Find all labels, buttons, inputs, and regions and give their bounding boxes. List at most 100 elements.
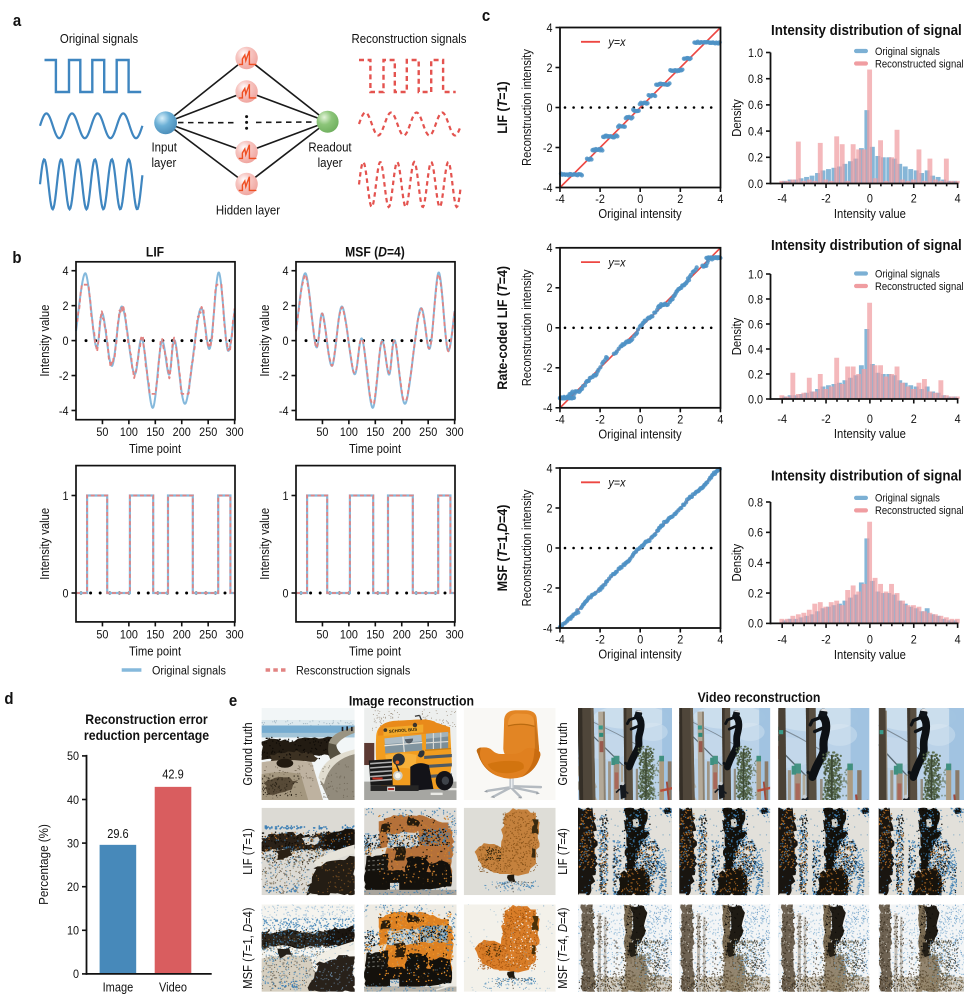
svg-text:0.0: 0.0 (748, 618, 763, 631)
svg-text:-4: -4 (777, 193, 787, 206)
svg-text:a: a (13, 12, 21, 30)
svg-text:42.9: 42.9 (162, 768, 183, 782)
svg-text:Intensity value: Intensity value (834, 647, 906, 662)
svg-text:0.4: 0.4 (748, 344, 764, 357)
svg-text:0.2: 0.2 (748, 588, 763, 601)
svg-text:0: 0 (62, 588, 68, 601)
svg-text:Intensity distribution of sign: Intensity distribution of signal (771, 22, 962, 39)
svg-text:-4: -4 (555, 634, 565, 647)
svg-text:200: 200 (173, 629, 191, 642)
svg-text:-2: -2 (543, 142, 553, 155)
svg-text:0: 0 (546, 102, 552, 115)
svg-text:Ground truth: Ground truth (555, 722, 570, 785)
svg-text:Intensity value: Intensity value (834, 426, 906, 441)
svg-text:0.4: 0.4 (748, 126, 764, 139)
svg-text:200: 200 (393, 426, 411, 439)
svg-text:-4: -4 (543, 182, 553, 195)
svg-text:Density: Density (729, 544, 744, 582)
svg-text:MSF (T=4, D=4): MSF (T=4, D=4) (555, 907, 570, 988)
svg-text:Hidden layer: Hidden layer (216, 203, 280, 218)
svg-text:150: 150 (146, 426, 164, 439)
svg-text:Reconstruction signals: Reconstruction signals (351, 31, 466, 46)
svg-text:-2: -2 (595, 193, 605, 206)
svg-text:0.6: 0.6 (748, 100, 763, 113)
svg-text:Reconstructed signals: Reconstructed signals (875, 59, 964, 71)
svg-text:300: 300 (446, 426, 464, 439)
svg-text:Density: Density (729, 318, 744, 356)
svg-text:150: 150 (146, 629, 164, 642)
svg-text:MSF (D=4): MSF (D=4) (345, 244, 405, 260)
svg-text:4: 4 (717, 634, 724, 647)
svg-text:1: 1 (282, 490, 288, 503)
svg-text:Intensity distribution of sign: Intensity distribution of signal (771, 237, 962, 254)
svg-text:100: 100 (120, 629, 138, 642)
svg-text:layer: layer (318, 155, 343, 170)
svg-text:b: b (12, 249, 21, 267)
svg-text:0.0: 0.0 (748, 394, 763, 407)
svg-text:300: 300 (226, 629, 244, 642)
svg-text:-4: -4 (555, 193, 565, 206)
svg-text:150: 150 (366, 426, 384, 439)
svg-text:2: 2 (546, 503, 552, 516)
svg-text:2: 2 (677, 414, 683, 427)
svg-text:300: 300 (446, 629, 464, 642)
svg-text:2: 2 (62, 300, 68, 313)
svg-text:0: 0 (546, 323, 552, 336)
svg-text:250: 250 (419, 629, 437, 642)
svg-text:0: 0 (282, 335, 288, 348)
svg-text:d: d (4, 690, 13, 708)
svg-text:2: 2 (911, 413, 917, 426)
svg-text:Input: Input (152, 140, 178, 155)
svg-text:4: 4 (546, 22, 553, 35)
svg-text:Original intensity: Original intensity (598, 206, 681, 221)
svg-text:Reconstruction intensity: Reconstruction intensity (520, 490, 534, 607)
svg-text:2: 2 (546, 62, 552, 75)
svg-text:250: 250 (199, 426, 217, 439)
svg-text:Video reconstruction: Video reconstruction (698, 689, 821, 705)
svg-text:30: 30 (67, 838, 79, 851)
svg-text:layer: layer (152, 155, 177, 170)
svg-text:10: 10 (67, 925, 79, 938)
svg-text:-4: -4 (777, 413, 787, 426)
svg-text:Readout: Readout (308, 140, 352, 155)
svg-text:0: 0 (282, 588, 288, 601)
svg-text:Time point: Time point (129, 644, 182, 659)
svg-text:0.2: 0.2 (748, 369, 763, 382)
svg-text:-4: -4 (555, 414, 565, 427)
svg-text:0.6: 0.6 (748, 527, 763, 540)
svg-text:100: 100 (120, 426, 138, 439)
svg-text:MSF (T=1, D=4): MSF (T=1, D=4) (240, 907, 255, 988)
svg-text:4: 4 (62, 265, 69, 278)
svg-text:Original intensity: Original intensity (598, 647, 681, 662)
svg-text:0: 0 (867, 413, 873, 426)
svg-text:Original signals: Original signals (152, 665, 226, 678)
svg-text:200: 200 (393, 629, 411, 642)
svg-text:50: 50 (96, 629, 108, 642)
svg-text:Percentage (%): Percentage (%) (36, 824, 51, 905)
svg-text:Density: Density (729, 99, 744, 137)
svg-text:Reconstruction intensity: Reconstruction intensity (520, 49, 534, 166)
svg-text:-4: -4 (543, 623, 553, 636)
svg-text:4: 4 (717, 193, 724, 206)
svg-text:1.0: 1.0 (748, 47, 763, 60)
svg-text:-4: -4 (279, 405, 289, 418)
svg-text:300: 300 (226, 426, 244, 439)
svg-text:Resconstruction signals: Resconstruction signals (296, 665, 410, 678)
svg-text:40: 40 (67, 794, 79, 807)
svg-text:0.2: 0.2 (748, 152, 763, 165)
svg-text:-2: -2 (595, 414, 605, 427)
svg-text:MSF (T=1,D=4): MSF (T=1,D=4) (494, 505, 510, 592)
svg-text:Reconstruction intensity: Reconstruction intensity (520, 269, 534, 386)
svg-text:4: 4 (955, 634, 962, 647)
svg-text:4: 4 (717, 414, 724, 427)
svg-text:Intensity value: Intensity value (257, 508, 272, 580)
svg-text:Image: Image (103, 981, 134, 995)
svg-text:2: 2 (546, 283, 552, 296)
svg-text:2: 2 (677, 193, 683, 206)
svg-text:100: 100 (340, 426, 358, 439)
svg-text:-2: -2 (543, 583, 553, 596)
svg-text:-2: -2 (279, 370, 289, 383)
svg-text:0: 0 (637, 414, 643, 427)
svg-text:50: 50 (96, 426, 108, 439)
svg-text:Reconstructed signals: Reconstructed signals (875, 281, 964, 293)
